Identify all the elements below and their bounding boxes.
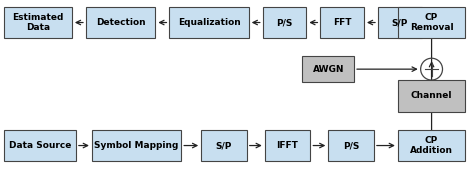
Text: Equalization: Equalization: [178, 18, 240, 27]
FancyBboxPatch shape: [264, 130, 310, 161]
Text: S/P: S/P: [216, 141, 232, 150]
FancyBboxPatch shape: [86, 7, 155, 38]
Text: CP
Removal: CP Removal: [410, 13, 454, 32]
FancyBboxPatch shape: [398, 130, 465, 161]
FancyBboxPatch shape: [4, 7, 72, 38]
FancyBboxPatch shape: [169, 7, 249, 38]
Text: Estimated
Data: Estimated Data: [12, 13, 64, 32]
FancyBboxPatch shape: [320, 7, 364, 38]
FancyBboxPatch shape: [328, 130, 374, 161]
Text: Detection: Detection: [96, 18, 146, 27]
Text: FFT: FFT: [333, 18, 351, 27]
Text: Data Source: Data Source: [9, 141, 72, 150]
FancyBboxPatch shape: [302, 56, 354, 82]
Text: CP
Addition: CP Addition: [410, 136, 453, 155]
FancyBboxPatch shape: [398, 7, 465, 38]
FancyBboxPatch shape: [263, 7, 306, 38]
Text: Symbol Mapping: Symbol Mapping: [94, 141, 179, 150]
Text: AWGN: AWGN: [312, 65, 344, 74]
Text: Channel: Channel: [411, 91, 452, 100]
FancyBboxPatch shape: [201, 130, 247, 161]
FancyBboxPatch shape: [398, 80, 465, 112]
FancyBboxPatch shape: [378, 7, 422, 38]
FancyBboxPatch shape: [4, 130, 76, 161]
Text: IFFT: IFFT: [277, 141, 299, 150]
FancyBboxPatch shape: [92, 130, 181, 161]
Text: P/S: P/S: [276, 18, 293, 27]
Text: S/P: S/P: [392, 18, 408, 27]
Text: P/S: P/S: [343, 141, 359, 150]
